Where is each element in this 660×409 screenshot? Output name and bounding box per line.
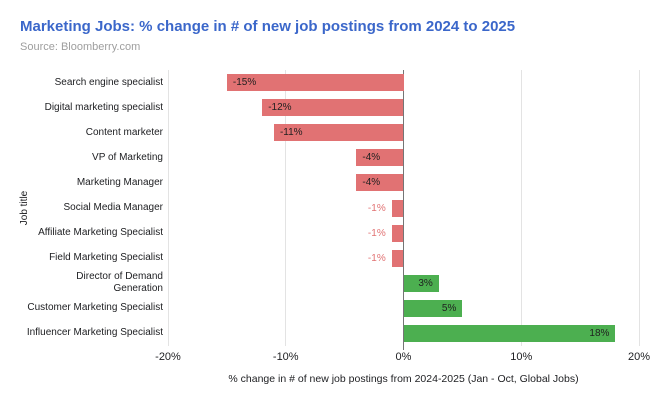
bar-value-label: -1% <box>367 227 386 239</box>
bar[interactable] <box>391 199 404 217</box>
bar-value-label: -4% <box>362 177 381 189</box>
gridline <box>285 70 287 346</box>
bar[interactable] <box>356 149 404 167</box>
category-label: Field Marketing Specialist <box>49 252 163 264</box>
x-tick-label: 20% <box>627 351 651 363</box>
category-label: Customer Marketing Specialist <box>27 302 163 314</box>
bar[interactable] <box>391 249 404 267</box>
category-label: Influencer Marketing Specialist <box>26 327 163 339</box>
zero-axis-line <box>403 70 404 350</box>
bar[interactable] <box>403 274 439 292</box>
gridline <box>638 70 640 346</box>
bar-value-label: 18% <box>589 327 610 339</box>
bar[interactable] <box>403 324 616 342</box>
category-label: VP of Marketing <box>92 151 163 163</box>
bar-value-label: -1% <box>367 202 386 214</box>
x-axis-title: % change in # of new job postings from 2… <box>228 373 579 385</box>
bar-value-label: -11% <box>279 127 303 139</box>
bar-value-label: 3% <box>418 277 433 289</box>
bar-value-label: -12% <box>268 102 292 114</box>
gridline <box>520 70 522 346</box>
bar-value-label: -1% <box>367 252 386 264</box>
bar[interactable] <box>226 74 404 92</box>
category-label: Search engine specialist <box>54 76 163 88</box>
bar-value-label: 5% <box>441 302 457 314</box>
category-label: Digital marketing specialist <box>44 101 163 113</box>
bar[interactable] <box>391 224 404 242</box>
x-tick-label: 10% <box>510 351 533 363</box>
bar[interactable] <box>403 299 463 317</box>
bar[interactable] <box>262 99 404 117</box>
x-tick-label: -10% <box>272 351 299 363</box>
category-label: Director of Demand Generation <box>76 271 163 295</box>
chart-title: Marketing Jobs: % change in # of new job… <box>20 18 516 35</box>
bar-value-label: -15% <box>232 77 257 89</box>
bar-value-label: -4% <box>362 152 381 164</box>
chart-source: Source: Bloomberry.com <box>20 41 141 53</box>
category-label: Marketing Manager <box>76 176 163 188</box>
x-tick-label: -20% <box>155 351 181 363</box>
bar[interactable] <box>356 174 404 192</box>
category-label: Content marketer <box>85 126 163 138</box>
bar[interactable] <box>273 124 404 142</box>
category-label: Affiliate Marketing Specialist <box>38 227 163 239</box>
x-tick-label: 0% <box>395 351 412 363</box>
gridline <box>167 70 169 346</box>
category-label: Social Media Manager <box>63 201 164 213</box>
